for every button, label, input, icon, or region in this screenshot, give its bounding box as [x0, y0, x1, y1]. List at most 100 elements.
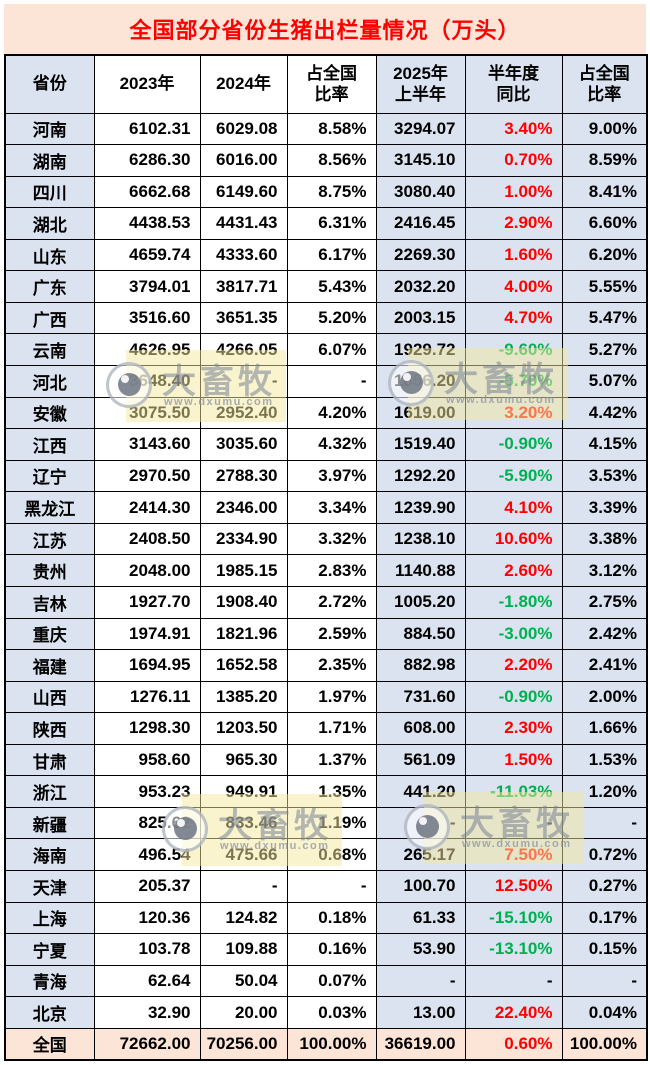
- cell: 1.50%: [464, 743, 563, 777]
- cell: 3794.01: [93, 270, 201, 303]
- cell: 61.33: [375, 901, 466, 935]
- table-row: 海南 496.54 475.66 0.68% 265.17 7.50% 0.72%: [4, 838, 648, 871]
- cell: 1298.30: [93, 712, 201, 745]
- report-page: 全国部分省份生猪出栏量情况（万头） 省份 2023年 2024年 占全国 比率 2025年…: [4, 4, 648, 1061]
- cell: 72662.00: [93, 1027, 201, 1061]
- table-row: 江苏 2408.50 2334.90 3.32% 1238.10 10.60% 3.38%: [4, 522, 648, 556]
- table-row: 新疆 825.62 833.46 1.19% - - -: [4, 806, 648, 840]
- cell: 731.60: [375, 680, 466, 714]
- cell: 441.20: [375, 775, 466, 808]
- header-row: 省份 2023年 2024年 占全国 比率 2025年 上半年 半年度 同比 占全国 比率: [4, 54, 648, 114]
- cell: 1276.11: [93, 680, 201, 714]
- cell: 4.10%: [464, 491, 563, 524]
- cell: 1.53%: [561, 743, 648, 777]
- cell: 天津: [4, 870, 95, 903]
- cell: 3080.40: [375, 175, 466, 209]
- table-row: 黑龙江 2414.30 2346.00 3.34% 1239.90 4.10% 3.39%: [4, 491, 648, 524]
- cell: 0.03%: [286, 996, 377, 1029]
- cell: 3.12%: [561, 554, 648, 587]
- table-row: 上海 120.36 124.82 0.18% 61.33 -15.10% 0.17%: [4, 901, 648, 935]
- cell: 1821.96: [199, 617, 288, 651]
- cell: 100.70: [375, 870, 466, 903]
- table-row: 青海 62.64 50.04 0.07% - - -: [4, 964, 648, 998]
- cell: 1292.20: [375, 459, 466, 493]
- cell: -13.10%: [464, 933, 563, 966]
- cell: 70256.00: [199, 1027, 288, 1061]
- cell: 7.50%: [464, 838, 563, 871]
- cell: 4.42%: [561, 396, 648, 430]
- cell: 10.60%: [464, 522, 563, 556]
- cell: 8.75%: [286, 175, 377, 209]
- cell: 2414.30: [93, 491, 201, 524]
- cell: 2.75%: [561, 585, 648, 619]
- cell: 1140.88: [375, 554, 466, 587]
- cell: 3035.60: [199, 428, 288, 461]
- cell: 0.68%: [286, 838, 377, 871]
- cell: -: [375, 964, 466, 998]
- cell: 山东: [4, 238, 95, 272]
- cell: 4626.95: [93, 333, 201, 366]
- cell: 3075.50: [93, 396, 201, 430]
- cell: 36619.00: [375, 1027, 466, 1061]
- cell: 甘肃: [4, 743, 95, 777]
- cell: 6662.68: [93, 175, 201, 209]
- table-row: 云南 4626.95 4266.05 6.07% 1929.72 -9.60% 5.27%: [4, 333, 648, 366]
- cell: 1908.40: [199, 585, 288, 619]
- cell: -: [561, 964, 648, 998]
- cell: 四川: [4, 175, 95, 209]
- cell: 2.59%: [286, 617, 377, 651]
- cell: 205.37: [93, 870, 201, 903]
- cell: 2.72%: [286, 585, 377, 619]
- cell: 4.15%: [561, 428, 648, 461]
- cell: 福建: [4, 649, 95, 682]
- cell: 8.41%: [561, 175, 648, 209]
- cell: 1005.20: [375, 585, 466, 619]
- cell: 0.16%: [286, 933, 377, 966]
- cell: 2.90%: [464, 207, 563, 240]
- cell: 辽宁: [4, 459, 95, 493]
- cell: 1.19%: [286, 806, 377, 840]
- table-row: 北京 32.90 20.00 0.03% 13.00 22.40% 0.04%: [4, 996, 648, 1029]
- cell: 100.00%: [561, 1027, 648, 1061]
- pig-production-table: 省份 2023年 2024年 占全国 比率 2025年 上半年 半年度 同比 占全国 比率 河南 61…: [4, 54, 648, 1061]
- cell: 3.97%: [286, 459, 377, 493]
- cell: 496.54: [93, 838, 201, 871]
- cell: 6029.08: [199, 112, 288, 146]
- cell: 新疆: [4, 806, 95, 840]
- cell: 1.20%: [561, 775, 648, 808]
- cell: 8.58%: [286, 112, 377, 146]
- cell: 608.00: [375, 712, 466, 745]
- cell: 3145.10: [375, 144, 466, 177]
- cell: 浙江: [4, 775, 95, 808]
- cell: 宁夏: [4, 933, 95, 966]
- cell: 8.59%: [561, 144, 648, 177]
- cell: 山西: [4, 680, 95, 714]
- cell: 1.97%: [286, 680, 377, 714]
- cell: 2.35%: [286, 649, 377, 682]
- cell: 8.56%: [286, 144, 377, 177]
- cell: 1985.15: [199, 554, 288, 587]
- cell: -: [286, 870, 377, 903]
- cell: 103.78: [93, 933, 201, 966]
- cell: 6149.60: [199, 175, 288, 209]
- column-header: 省份: [4, 54, 95, 114]
- table-row: 辽宁 2970.50 2788.30 3.97% 1292.20 -5.90% 3.53%: [4, 459, 648, 493]
- table-row: 重庆 1974.91 1821.96 2.59% 884.50 -3.00% 2.42%: [4, 617, 648, 651]
- cell: -: [286, 365, 377, 398]
- cell: 9.00%: [561, 112, 648, 146]
- table-row: 江西 3143.60 3035.60 4.32% 1519.40 -0.90% 4.15%: [4, 428, 648, 461]
- table-row: 湖北 4438.53 4431.43 6.31% 2416.45 2.90% 6.60%: [4, 207, 648, 240]
- cell: 河南: [4, 112, 95, 146]
- cell: 882.98: [375, 649, 466, 682]
- cell: 5.27%: [561, 333, 648, 366]
- cell: 5.55%: [561, 270, 648, 303]
- column-header: 半年度 同比: [464, 54, 563, 114]
- cell: 青海: [4, 964, 95, 998]
- cell: -: [199, 365, 288, 398]
- cell: 云南: [4, 333, 95, 366]
- cell: 1.71%: [286, 712, 377, 745]
- cell: 陕西: [4, 712, 95, 745]
- cell: 2.83%: [286, 554, 377, 587]
- cell: 2.41%: [561, 649, 648, 682]
- cell: 5.07%: [561, 365, 648, 398]
